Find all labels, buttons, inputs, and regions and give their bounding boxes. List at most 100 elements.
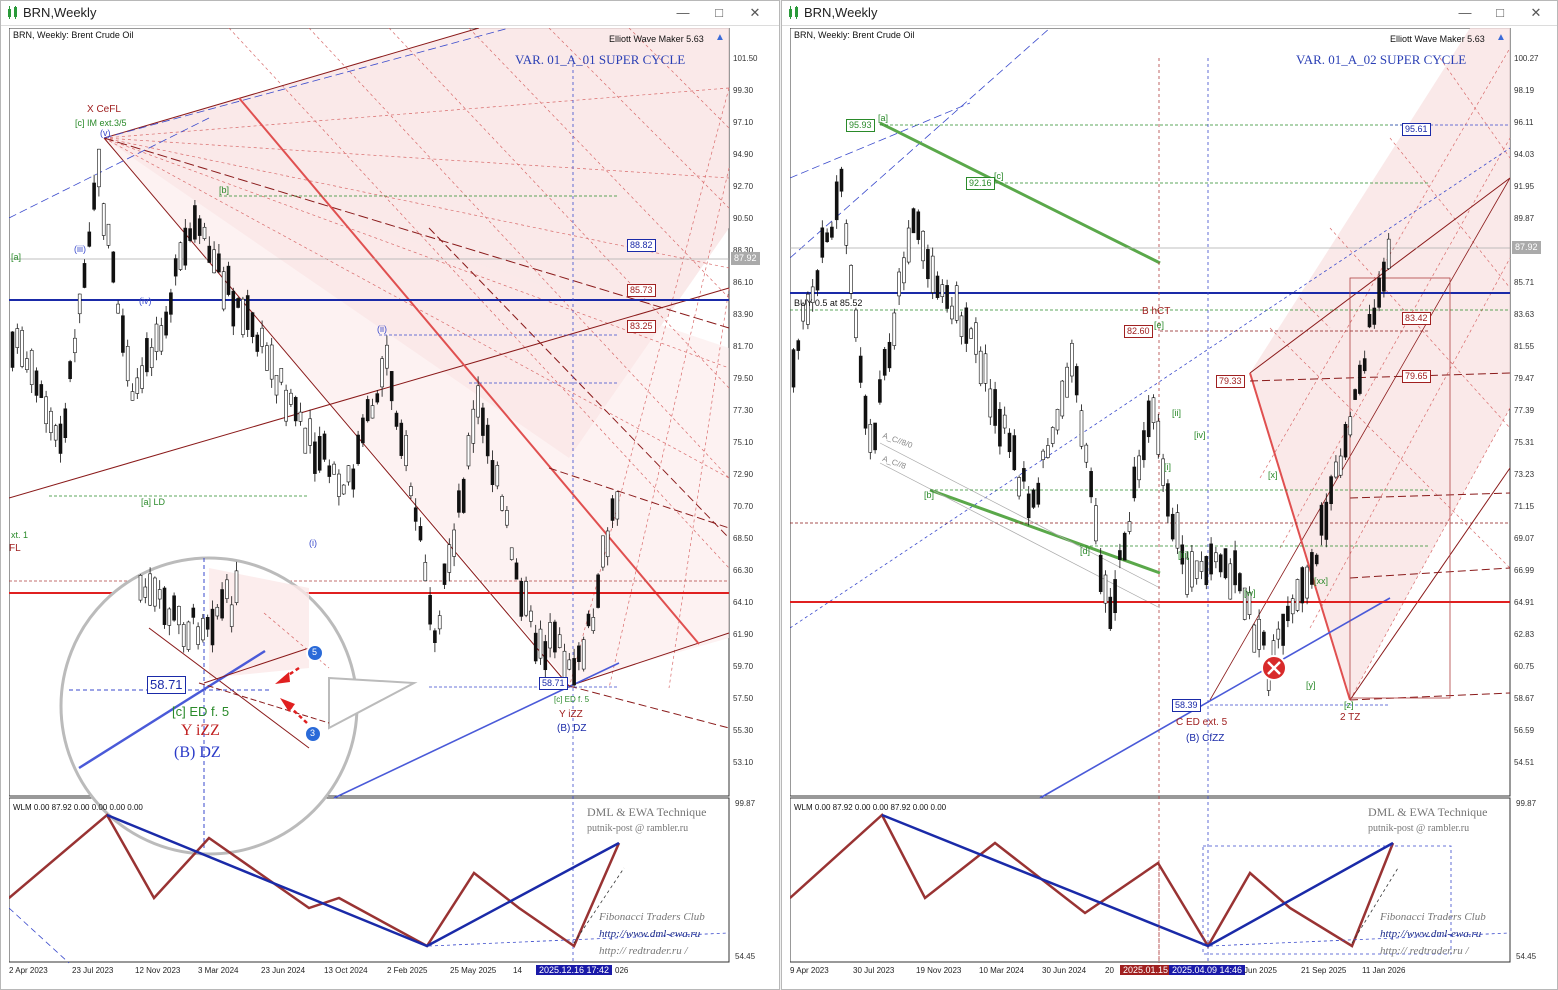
dml-watermark: DML & EWA Technique [587, 805, 707, 819]
maximize-icon[interactable]: □ [1496, 5, 1504, 20]
wave-label-b: [b] [219, 185, 230, 195]
price-tick: 77.39 [1514, 406, 1535, 415]
price-tick: 79.50 [733, 374, 754, 383]
date-crosshair-label-2: 2025.04.09 14:46 [1169, 965, 1246, 975]
price-tick: 75.31 [1514, 438, 1535, 447]
price-tick: 64.10 [733, 598, 754, 607]
chart-icon [789, 6, 798, 19]
dml-url: http://www.dml-ewa.ru [1380, 928, 1482, 940]
wave-label-x: [x] [1268, 470, 1278, 480]
price-tick: 66.30 [733, 566, 754, 575]
variant-title: VAR. 01_A_01 SUPER CYCLE [515, 52, 686, 67]
date-tick: 13 Oct 2024 [324, 966, 368, 975]
dml-watermark: DML & EWA Technique [1368, 805, 1488, 819]
inset-badge-5: 5 [312, 647, 318, 657]
window-title: BRN,Weekly [804, 5, 878, 20]
level-box-58: 58.71 [539, 677, 568, 690]
close-icon[interactable]: ✕ [1530, 5, 1542, 20]
wave-label-y-izz: Y iZZ [559, 709, 583, 720]
wave-label-ii: [ii] [1172, 408, 1181, 418]
putnik-watermark: putnik-post @ rambler.ru [1368, 823, 1470, 834]
window-title: BRN,Weekly [23, 5, 97, 20]
wave-label-d: [d] [1080, 546, 1091, 556]
price-tick: 88.30 [733, 246, 754, 255]
wave-label-fl: FL [9, 543, 21, 554]
inset-c-ed: [c] ED f. 5 [172, 704, 230, 719]
maximize-icon[interactable]: □ [715, 5, 723, 20]
price-tick: 73.23 [1514, 470, 1535, 479]
right-price-chart[interactable]: BRN, Weekly: Brent Crude Oil Elliott Wav… [790, 28, 1541, 975]
redtrader-url: http:// redtrader.ru / [599, 945, 688, 957]
wave-label-w: [w] [1244, 588, 1256, 598]
price-tick: 94.90 [733, 150, 754, 159]
indicator-top: 99.87 [735, 799, 756, 808]
price-tick: 91.95 [1514, 182, 1535, 191]
wave-label-c-ed: C ED ext. 5 [1176, 717, 1228, 728]
price-tick: 60.75 [1514, 662, 1535, 671]
inset-price-box: 58.71 [147, 676, 186, 694]
ewm-hat-icon: ▲ [715, 32, 725, 43]
right-chart-window[interactable]: BRN,Weekly — □ ✕ [781, 0, 1558, 990]
price-tick: 89.87 [1514, 214, 1535, 223]
variant-title: VAR. 01_A_02 SUPER CYCLE [1296, 52, 1467, 67]
dml-url: http://www.dml-ewa.ru [599, 928, 701, 940]
right-titlebar[interactable]: BRN,Weekly — □ ✕ [782, 1, 1557, 26]
date-label-jan: 11 Jan 2026 [1362, 966, 1406, 975]
close-icon[interactable]: ✕ [749, 5, 761, 20]
left-titlebar[interactable]: BRN,Weekly — □ ✕ [1, 1, 779, 26]
left-chart-window[interactable]: BRN,Weekly — □ ✕ [0, 0, 780, 990]
wave-label-a: [a] [11, 252, 22, 262]
date-tick: 30 Jul 2023 [853, 966, 895, 975]
left-chart-canvas [9, 28, 730, 964]
wave-label-iii: (iii) [74, 244, 86, 254]
current-price-label: 87.92 [1512, 241, 1541, 254]
level-box-83-42: 83.42 [1402, 312, 1431, 325]
price-tick: 81.55 [1514, 342, 1535, 351]
price-tick: 71.15 [1514, 502, 1535, 511]
level-box-85: 85.73 [627, 284, 656, 297]
wave-label-ii: (ii) [377, 324, 387, 334]
wlm-label: WLM 0.00 87.92 0.00 0.00 0.00 0.00 [13, 803, 143, 812]
date-tick: 25 May 2025 [450, 966, 497, 975]
wave-label-c: [c] [994, 171, 1004, 181]
price-tick: 59.70 [733, 662, 754, 671]
price-tick: 81.70 [733, 342, 754, 351]
inset-b-dz: (B) DZ [174, 744, 221, 761]
level-box-79-33: 79.33 [1216, 375, 1245, 388]
level-box-95-93: 95.93 [846, 119, 875, 132]
wave-label-i: (i) [309, 538, 317, 548]
wave-label-b-hct: B hCT [1142, 306, 1171, 317]
left-price-chart[interactable]: BRN, Weekly: Brent Crude Oil Elliott Wav… [9, 28, 760, 975]
date-label-sep: 21 Sep 2025 [1301, 966, 1347, 975]
minimize-icon[interactable]: — [676, 5, 690, 20]
inset-y-izz: Y iZZ [181, 722, 220, 739]
date-tick: 9 Apr 2023 [790, 966, 829, 975]
price-tick: 83.90 [733, 310, 754, 319]
level-box-79-65: 79.65 [1402, 370, 1431, 383]
minimize-icon[interactable]: — [1458, 5, 1472, 20]
price-tick: 90.50 [733, 214, 754, 223]
wave-label-e: [e] [1154, 320, 1165, 330]
price-tick: 83.63 [1514, 310, 1535, 319]
wave-label-c-ed: [c] ED f. 5 [554, 695, 590, 704]
price-tick: 58.67 [1514, 694, 1535, 703]
date-crosshair-label: 2025.12.16 17:42 [536, 965, 613, 975]
error-icon[interactable] [1261, 655, 1287, 681]
price-tick: 62.83 [1514, 630, 1535, 639]
date-tick: 20 [1105, 966, 1114, 975]
wave-label-a: [a] [878, 113, 889, 123]
price-tick: 79.47 [1514, 374, 1535, 383]
inset-badge-3: 3 [310, 728, 316, 738]
price-tick: 70.70 [733, 502, 754, 511]
date-crosshair-label-1: 2025.01.15 [1120, 965, 1172, 975]
wave-label-iii: [iii] [1178, 550, 1189, 560]
putnik-watermark: putnik-post @ rambler.ru [587, 823, 689, 834]
wave-label-c-im: [c] IM ext.3/5 [75, 118, 127, 128]
buy-order-label[interactable]: BUY 0.5 at 85.52 [794, 298, 863, 308]
fib-watermark: Fibonacci Traders Club [1380, 911, 1486, 923]
date-tick: 14 [513, 966, 522, 975]
date-tick: 3 Mar 2024 [198, 966, 239, 975]
wlm-label: WLM 0.00 87.92 0.00 0.00 87.92 0.00 0.00 [794, 803, 947, 812]
date-tick: 2 Feb 2025 [387, 966, 428, 975]
wlm-indicator [9, 813, 730, 964]
